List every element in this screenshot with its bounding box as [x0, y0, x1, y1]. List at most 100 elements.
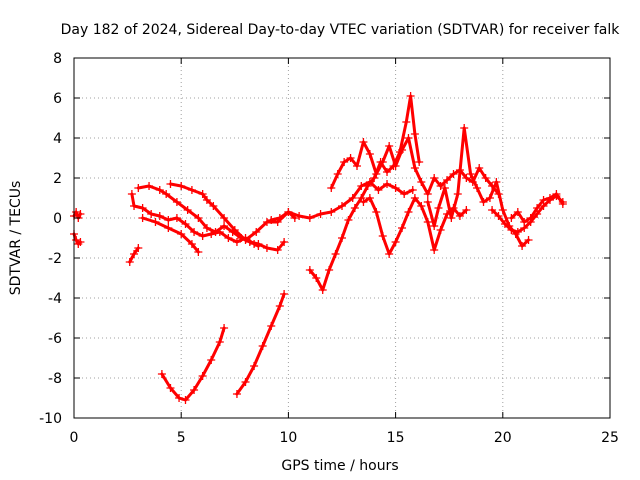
- data-point: [232, 238, 241, 246]
- data-point: [533, 204, 542, 212]
- data-point: [76, 210, 85, 218]
- series-points-arc-c: [125, 244, 143, 266]
- data-point: [127, 190, 136, 198]
- series-points-arc-f: [134, 182, 289, 254]
- data-point: [391, 184, 400, 192]
- data-point: [194, 214, 203, 222]
- data-point: [175, 394, 184, 402]
- data-point: [190, 386, 199, 394]
- data-point: [220, 222, 229, 230]
- series-points-arc-p: [507, 190, 567, 226]
- data-point: [353, 162, 362, 170]
- data-point: [250, 362, 259, 370]
- series-points-arc-h: [157, 324, 229, 404]
- data-point: [241, 378, 250, 386]
- data-point: [518, 242, 527, 250]
- data-point: [479, 198, 488, 206]
- x-tick-label: 10: [279, 430, 297, 446]
- data-point: [350, 204, 359, 212]
- data-point: [134, 244, 143, 252]
- data-point: [449, 170, 458, 178]
- data-point: [385, 142, 394, 150]
- y-tick-label: -10: [39, 411, 62, 427]
- axis-ticks: 0 5 10 15 20 25 -10 -8 -6 -4 -2 0 2 4 6 8: [39, 51, 619, 446]
- y-tick-label: -6: [48, 331, 62, 347]
- data-point: [194, 248, 203, 256]
- data-point: [198, 190, 207, 198]
- data-point: [473, 184, 482, 192]
- data-point: [385, 250, 394, 258]
- data-point: [500, 220, 509, 228]
- data-point: [524, 236, 533, 244]
- data-point: [166, 384, 175, 392]
- series-points-arc-i: [232, 290, 289, 398]
- data-point: [198, 232, 207, 240]
- x-tick-label: 5: [177, 430, 186, 446]
- data-point: [245, 238, 254, 246]
- data-point: [552, 190, 561, 198]
- data-point: [404, 134, 413, 142]
- data-point: [181, 396, 190, 404]
- data-point: [526, 214, 535, 222]
- x-tick-label: 0: [70, 430, 79, 446]
- data-point: [207, 356, 216, 364]
- data-point: [494, 212, 503, 220]
- data-point: [417, 202, 426, 210]
- data-point: [406, 92, 415, 100]
- data-point: [485, 194, 494, 202]
- data-point: [138, 214, 147, 222]
- data-point: [453, 190, 462, 198]
- series-trace-arc-i: [235, 292, 286, 396]
- data-point: [513, 208, 522, 216]
- data-point: [408, 186, 417, 194]
- data-point: [254, 240, 263, 248]
- data-point: [507, 214, 516, 222]
- x-tick-label: 20: [494, 430, 512, 446]
- data-point: [134, 184, 143, 192]
- series-points-arc-j: [267, 178, 417, 224]
- plot-frame: [73, 57, 611, 419]
- data-point: [359, 138, 368, 146]
- data-point: [363, 182, 372, 190]
- data-point: [436, 182, 445, 190]
- data-point: [172, 198, 181, 206]
- data-point: [151, 218, 160, 226]
- series-points-arc-e: [138, 214, 203, 256]
- data-point: [157, 370, 166, 378]
- series-trace-arc-j: [269, 180, 415, 222]
- y-tick-label: 2: [53, 171, 62, 187]
- data-point: [164, 224, 173, 232]
- series-trace-arc-o: [490, 194, 565, 234]
- y-tick-label: -4: [48, 291, 62, 307]
- data-point: [275, 214, 284, 222]
- x-tick-label: 15: [387, 430, 405, 446]
- data-point: [125, 258, 134, 266]
- data-point: [183, 206, 192, 214]
- y-tick-label: -2: [48, 251, 62, 267]
- y-tick-label: 4: [53, 131, 62, 147]
- data-point: [488, 206, 497, 214]
- data-point: [372, 208, 381, 216]
- data-point: [498, 206, 507, 214]
- data-point: [558, 200, 567, 208]
- data-point: [492, 178, 501, 186]
- data-point: [76, 238, 85, 246]
- data-point: [545, 194, 554, 202]
- data-point: [391, 238, 400, 246]
- data-point: [338, 202, 346, 210]
- data-point: [365, 194, 374, 202]
- data-point: [262, 244, 271, 252]
- data-point: [177, 230, 186, 238]
- data-point: [187, 186, 196, 194]
- data-point: [211, 228, 220, 236]
- data-point: [164, 216, 173, 224]
- data-point: [378, 158, 387, 166]
- data-point: [209, 202, 218, 210]
- data-point: [305, 214, 314, 222]
- data-point: [430, 174, 439, 182]
- data-point: [312, 274, 321, 282]
- data-point: [202, 196, 211, 204]
- data-point: [258, 342, 267, 350]
- data-point: [359, 198, 368, 206]
- data-point: [430, 246, 439, 254]
